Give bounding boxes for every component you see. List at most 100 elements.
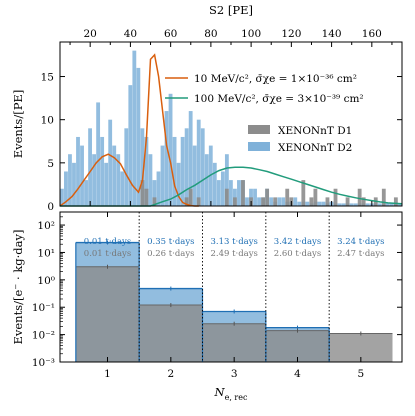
d1-bar [188, 188, 193, 206]
d2-bar [104, 162, 109, 206]
top-y-tick-label: 5 [47, 158, 54, 170]
d2-bar [176, 162, 181, 206]
d2-bar [293, 197, 298, 206]
d1-bar [196, 197, 201, 206]
d1-bars [140, 180, 398, 206]
top-y-tick-label: 15 [41, 72, 54, 84]
bottom-y-label: Events/[e⁻ · kg·day] [11, 229, 25, 344]
bottom-y-tick-label: 10⁻³ [32, 357, 55, 369]
d2-bar [84, 180, 88, 206]
exposure-d1-label: 0.01 t·days [84, 249, 131, 259]
exposure-d2-label: 3.13 t·days [210, 237, 257, 247]
d2-bar [72, 162, 76, 206]
d1-bar [393, 197, 398, 206]
d2-bar [120, 171, 125, 206]
d2-bar [168, 93, 173, 206]
d1-bar [144, 188, 149, 206]
d2-bar [124, 128, 129, 206]
d2-bar [389, 203, 394, 206]
d2-bar [349, 203, 354, 206]
exposure-d2-label: 3.42 t·days [274, 237, 321, 247]
d2-bar [337, 203, 342, 206]
d2-bar [321, 201, 326, 206]
d2-bar [196, 119, 201, 206]
d1-bar [261, 197, 265, 206]
d1-bar [345, 197, 350, 206]
legend-100mev-label: 100 MeV/c², σ̄χe = 3×10⁻³⁹ cm² [194, 93, 364, 105]
model-100mev-curve [60, 166, 403, 207]
d2-bar [148, 154, 153, 206]
d2-bar [64, 171, 68, 206]
d2-bar [180, 136, 185, 206]
bottom-y-tick-label: 10⁻² [32, 330, 55, 342]
d2-bar [184, 128, 189, 206]
legend-10mev-label: 10 MeV/c², σ̄χe = 1×10⁻³⁶ cm² [194, 73, 357, 85]
d2-bar [136, 67, 141, 206]
top-y-tick-label: 0 [47, 201, 54, 213]
d2-bar [341, 203, 346, 206]
legend-d2-label: XENONnT D2 [278, 142, 352, 154]
d2-bar [144, 136, 149, 206]
d2-bar [220, 171, 225, 206]
bottom-x-label: Ne, rec [214, 385, 248, 402]
d2-bar [152, 180, 157, 206]
d1-bar [273, 197, 278, 206]
top-panel: 20 40 60 80 100 120 140 160 S2 [PE] 0 5 10 15 Events/… [11, 3, 403, 213]
d2-bar [253, 188, 257, 206]
legend-d1-label: XENONnT D1 [278, 125, 352, 137]
exposure-d1-label: 2.60 t·days [274, 249, 321, 259]
legend-d1-swatch [248, 125, 270, 134]
d1-bar [325, 197, 330, 206]
d1-bar [265, 330, 330, 362]
exposure-d2-label: 3.24 t·days [337, 237, 384, 247]
bottom-y-tick-label: 10⁻¹ [32, 302, 55, 314]
d1-bar [301, 180, 306, 206]
d1-bar [202, 323, 266, 362]
d2-bar [132, 50, 137, 207]
d2-bar [377, 203, 382, 206]
d1-bar [241, 180, 245, 206]
top-legend: 10 MeV/c², σ̄χe = 1×10⁻³⁶ cm² 100 MeV/c²,… [165, 73, 364, 154]
bottom-x-tick-label: 5 [357, 368, 364, 380]
d2-bar [92, 154, 97, 206]
d1-bar [265, 188, 270, 206]
d2-bar [257, 197, 261, 206]
d2-bar [353, 203, 358, 206]
top-y-tick-label: 10 [41, 115, 54, 127]
d2-bar [237, 180, 241, 206]
d1-bar [140, 180, 145, 206]
d2-bar [164, 111, 169, 206]
d2-bar [80, 145, 84, 206]
d1-bar [285, 188, 290, 206]
bottom-x-tick-label: 1 [104, 368, 111, 380]
d2-bar [192, 145, 197, 206]
top-x-label: S2 [PE] [209, 3, 253, 17]
d2-bar [76, 136, 80, 206]
d2-bar [216, 180, 221, 206]
top-y-label: Events/[PE] [11, 90, 25, 159]
d1-bar [333, 188, 338, 206]
d1-bar [184, 197, 189, 206]
d1-bar [313, 188, 318, 206]
model-10mev-curve [59, 53, 199, 207]
d2-bar [112, 145, 117, 206]
bottom-x-tick-label: 4 [294, 368, 301, 380]
d2-bar [128, 85, 133, 206]
d2-bar [68, 154, 72, 206]
top-x-tick-label: 160 [362, 28, 382, 40]
exposure-d1-label: 0.26 t·days [147, 249, 194, 259]
d2-bar [281, 197, 286, 206]
d2-bar [297, 201, 302, 206]
d2-bar [305, 201, 310, 206]
bottom-x-tick-label: 2 [167, 368, 174, 380]
bottom-y-tick-label: 10⁰ [37, 275, 55, 287]
top-x-tick-label: 140 [322, 28, 342, 40]
top-x-tick-label: 40 [124, 28, 137, 40]
d2-bar [245, 197, 249, 206]
d1-bar [361, 197, 366, 206]
bottom-y-tick-label: 10² [37, 220, 55, 232]
d1-bar [233, 197, 237, 206]
d2-bar [100, 136, 105, 206]
d2-bar [60, 188, 64, 206]
